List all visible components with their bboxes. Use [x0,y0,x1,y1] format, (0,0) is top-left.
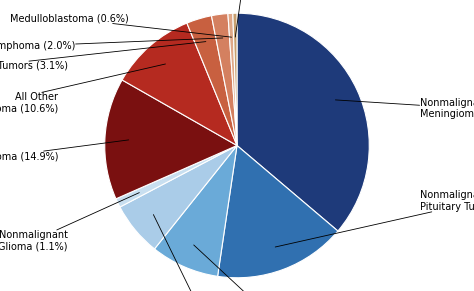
Text: Nonmalignant
Pituitary Tumors (16.2%): Nonmalignant Pituitary Tumors (16.2%) [275,190,474,247]
Wedge shape [233,13,237,146]
Text: All Other
Nonmalignant
Tumors (6.6%): All Other Nonmalignant Tumors (6.6%) [154,214,248,291]
Text: All Other
Malignant Glioma (10.6%): All Other Malignant Glioma (10.6%) [0,64,165,114]
Wedge shape [218,146,338,278]
Wedge shape [228,13,237,146]
Text: Medulloblastoma (0.6%): Medulloblastoma (0.6%) [10,13,232,37]
Wedge shape [116,146,237,207]
Text: Nonmalignant
Nerve Sheath
Tumors (8.4%): Nonmalignant Nerve Sheath Tumors (8.4%) [194,245,328,291]
Wedge shape [105,80,237,199]
Text: Malignant
Meningioma (0.5%): Malignant Meningioma (0.5%) [196,0,291,37]
Wedge shape [122,23,237,146]
Text: All Other Malignant Tumors (3.1%): All Other Malignant Tumors (3.1%) [0,42,206,71]
Wedge shape [187,16,237,146]
Wedge shape [120,146,237,249]
Text: Glioblastoma (14.9%): Glioblastoma (14.9%) [0,140,128,161]
Wedge shape [155,146,237,276]
Text: Nonmalignant
Glioma (1.1%): Nonmalignant Glioma (1.1%) [0,193,139,251]
Text: CNS Lymphoma (2.0%): CNS Lymphoma (2.0%) [0,38,223,51]
Wedge shape [237,13,369,231]
Wedge shape [211,14,237,146]
Text: Nonmalignant
Meningioma (36.3%): Nonmalignant Meningioma (36.3%) [336,98,474,119]
